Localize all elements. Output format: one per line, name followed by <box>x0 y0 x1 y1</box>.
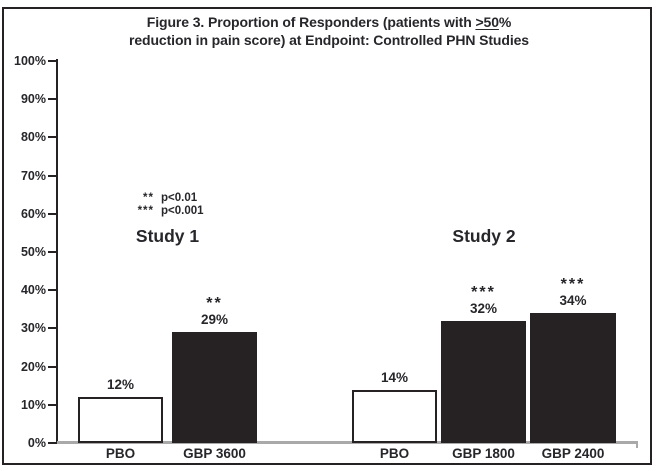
significance-marker: *** <box>560 276 586 293</box>
bar-study1-pbo <box>78 397 163 443</box>
two-asterisks-symbol: ** <box>143 192 154 204</box>
y-axis-tick <box>48 289 57 292</box>
x-axis-end-tick <box>636 441 638 448</box>
y-axis-tick-label: 50% <box>20 245 46 259</box>
bar-study1-gbp3600 <box>172 332 257 443</box>
x-category-label-pbo-2: PBO <box>379 446 410 461</box>
y-axis-tick <box>48 251 57 253</box>
y-axis-tick <box>48 136 57 139</box>
three-asterisks-symbol: *** <box>137 205 154 217</box>
y-axis-tick <box>48 212 57 215</box>
title-percent-sign: % <box>498 14 512 30</box>
study-2-label: Study 2 <box>452 226 516 246</box>
y-axis-tick-label: 60% <box>20 206 46 221</box>
bar-column-study2-pbo: 14% <box>352 356 437 443</box>
x-category-label-gbp3600: GBP 3600 <box>183 446 246 461</box>
y-axis-tick-label: 10% <box>20 397 46 412</box>
y-axis-tick-label: 90% <box>20 92 46 107</box>
significance-marker: ** <box>206 295 223 312</box>
y-axis-line <box>56 59 58 443</box>
title-gte-50: >50 <box>475 14 499 30</box>
y-axis-tick <box>48 60 57 62</box>
x-axis-baseline <box>57 441 638 444</box>
y-axis-tick <box>48 442 57 444</box>
y-axis-tick <box>48 365 57 368</box>
y-axis-tick <box>48 327 57 330</box>
y-axis-tick-label: 100% <box>14 54 46 68</box>
y-axis-tick-label: 30% <box>20 321 46 336</box>
y-axis-tick <box>48 403 57 406</box>
y-axis-tick-label: 20% <box>20 359 46 374</box>
figure-title-line1: Figure 3. Proportion of Responders (pati… <box>0 13 658 31</box>
bar-study2-gbp2400 <box>530 313 616 443</box>
x-category-label-gbp1800: GBP 1800 <box>452 446 515 461</box>
study-1-label: Study 1 <box>135 226 200 246</box>
bar-value-label: 29% <box>200 312 229 327</box>
x-category-label-gbp2400: GBP 2400 <box>541 446 605 461</box>
bar-study2-gbp1800 <box>441 321 526 443</box>
figure-title-line2: reduction in pain score) at Endpoint: Co… <box>128 32 529 48</box>
significance-marker: *** <box>471 284 496 301</box>
x-category-label-pbo: PBO <box>105 446 136 461</box>
bar-column-study1-gbp3600: ** 29% <box>172 295 257 443</box>
y-axis-tick <box>48 174 57 177</box>
legend-label-p-01: p<0.01 <box>161 192 198 204</box>
y-axis-tick-label: 0% <box>27 436 46 450</box>
legend-row-p-001: *** p<0.001 <box>130 205 204 218</box>
figure-title: Figure 3. Proportion of Responders (pati… <box>0 13 658 49</box>
bar-value-label: 12% <box>106 377 135 392</box>
significance-legend: ** p<0.01 *** p<0.001 <box>130 192 204 218</box>
bar-study2-pbo <box>352 390 437 443</box>
y-axis-tick-label: 80% <box>20 130 46 145</box>
bar-value-label: 32% <box>469 301 498 316</box>
legend-row-p-01: ** p<0.01 <box>130 192 204 205</box>
title-text-pre: Figure 3. Proportion of Responders (pati… <box>146 14 476 30</box>
bar-column-study1-pbo: 12% <box>78 363 163 443</box>
figure-border <box>2 7 652 465</box>
legend-label-p-001: p<0.001 <box>161 205 204 217</box>
bar-value-label: 34% <box>559 293 587 308</box>
y-axis-tick-label: 70% <box>20 168 46 183</box>
bar-column-study2-gbp1800: *** 32% <box>441 284 526 443</box>
bar-column-study2-gbp2400: *** 34% <box>530 276 616 443</box>
bar-value-label: 14% <box>380 370 409 385</box>
y-axis-tick <box>48 98 57 101</box>
y-axis-tick-label: 40% <box>20 283 46 298</box>
